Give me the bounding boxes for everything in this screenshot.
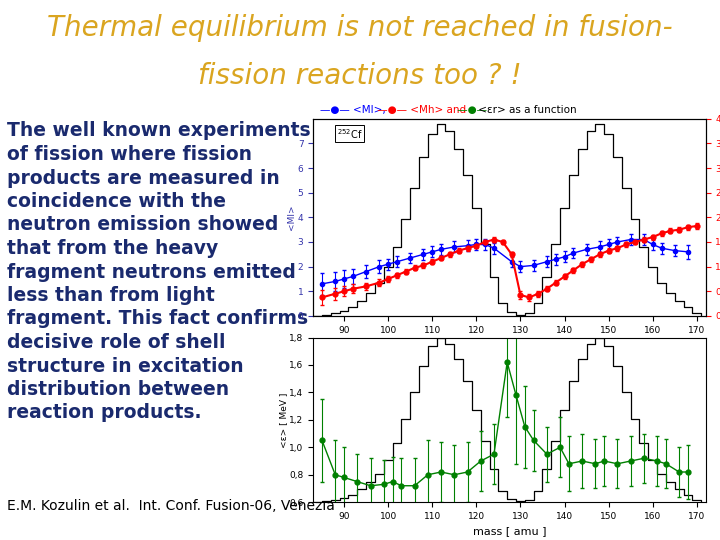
Text: —●—: —●—: [454, 105, 487, 116]
Text: —●— <Ml>,: —●— <Ml>,: [320, 105, 386, 116]
Text: —●— <Mh> and: —●— <Mh> and: [374, 105, 467, 116]
X-axis label: mass [ amu ]: mass [ amu ]: [472, 526, 546, 536]
Text: Thermal equilibrium is not reached in fusion-: Thermal equilibrium is not reached in fu…: [48, 14, 672, 42]
Y-axis label: <Ml>: <Ml>: [287, 205, 297, 230]
Y-axis label: <ε> [ MeV ]: <ε> [ MeV ]: [279, 392, 288, 448]
Text: The well known experiments
of fission where fission
products are measured in
coi: The well known experiments of fission wh…: [7, 122, 311, 422]
Text: fission reactions too ? !: fission reactions too ? !: [198, 62, 522, 90]
Text: Dudz-Jørgensen and H.-H. Knitter, Nucl. Phys. A490 (1988).: Dudz-Jørgensen and H.-H. Knitter, Nucl. …: [320, 150, 629, 160]
Text: <εr> as a function: <εr> as a function: [475, 105, 577, 116]
Text: of single fragment mass. <Ml> is taken from the paper: of single fragment mass. <Ml> is taken f…: [320, 128, 609, 138]
Text: $^{252}$Cf: $^{252}$Cf: [337, 127, 363, 140]
Text: E.M. Kozulin et al.  Int. Conf. Fusion-06, Venezia: E.M. Kozulin et al. Int. Conf. Fusion-06…: [7, 499, 335, 513]
